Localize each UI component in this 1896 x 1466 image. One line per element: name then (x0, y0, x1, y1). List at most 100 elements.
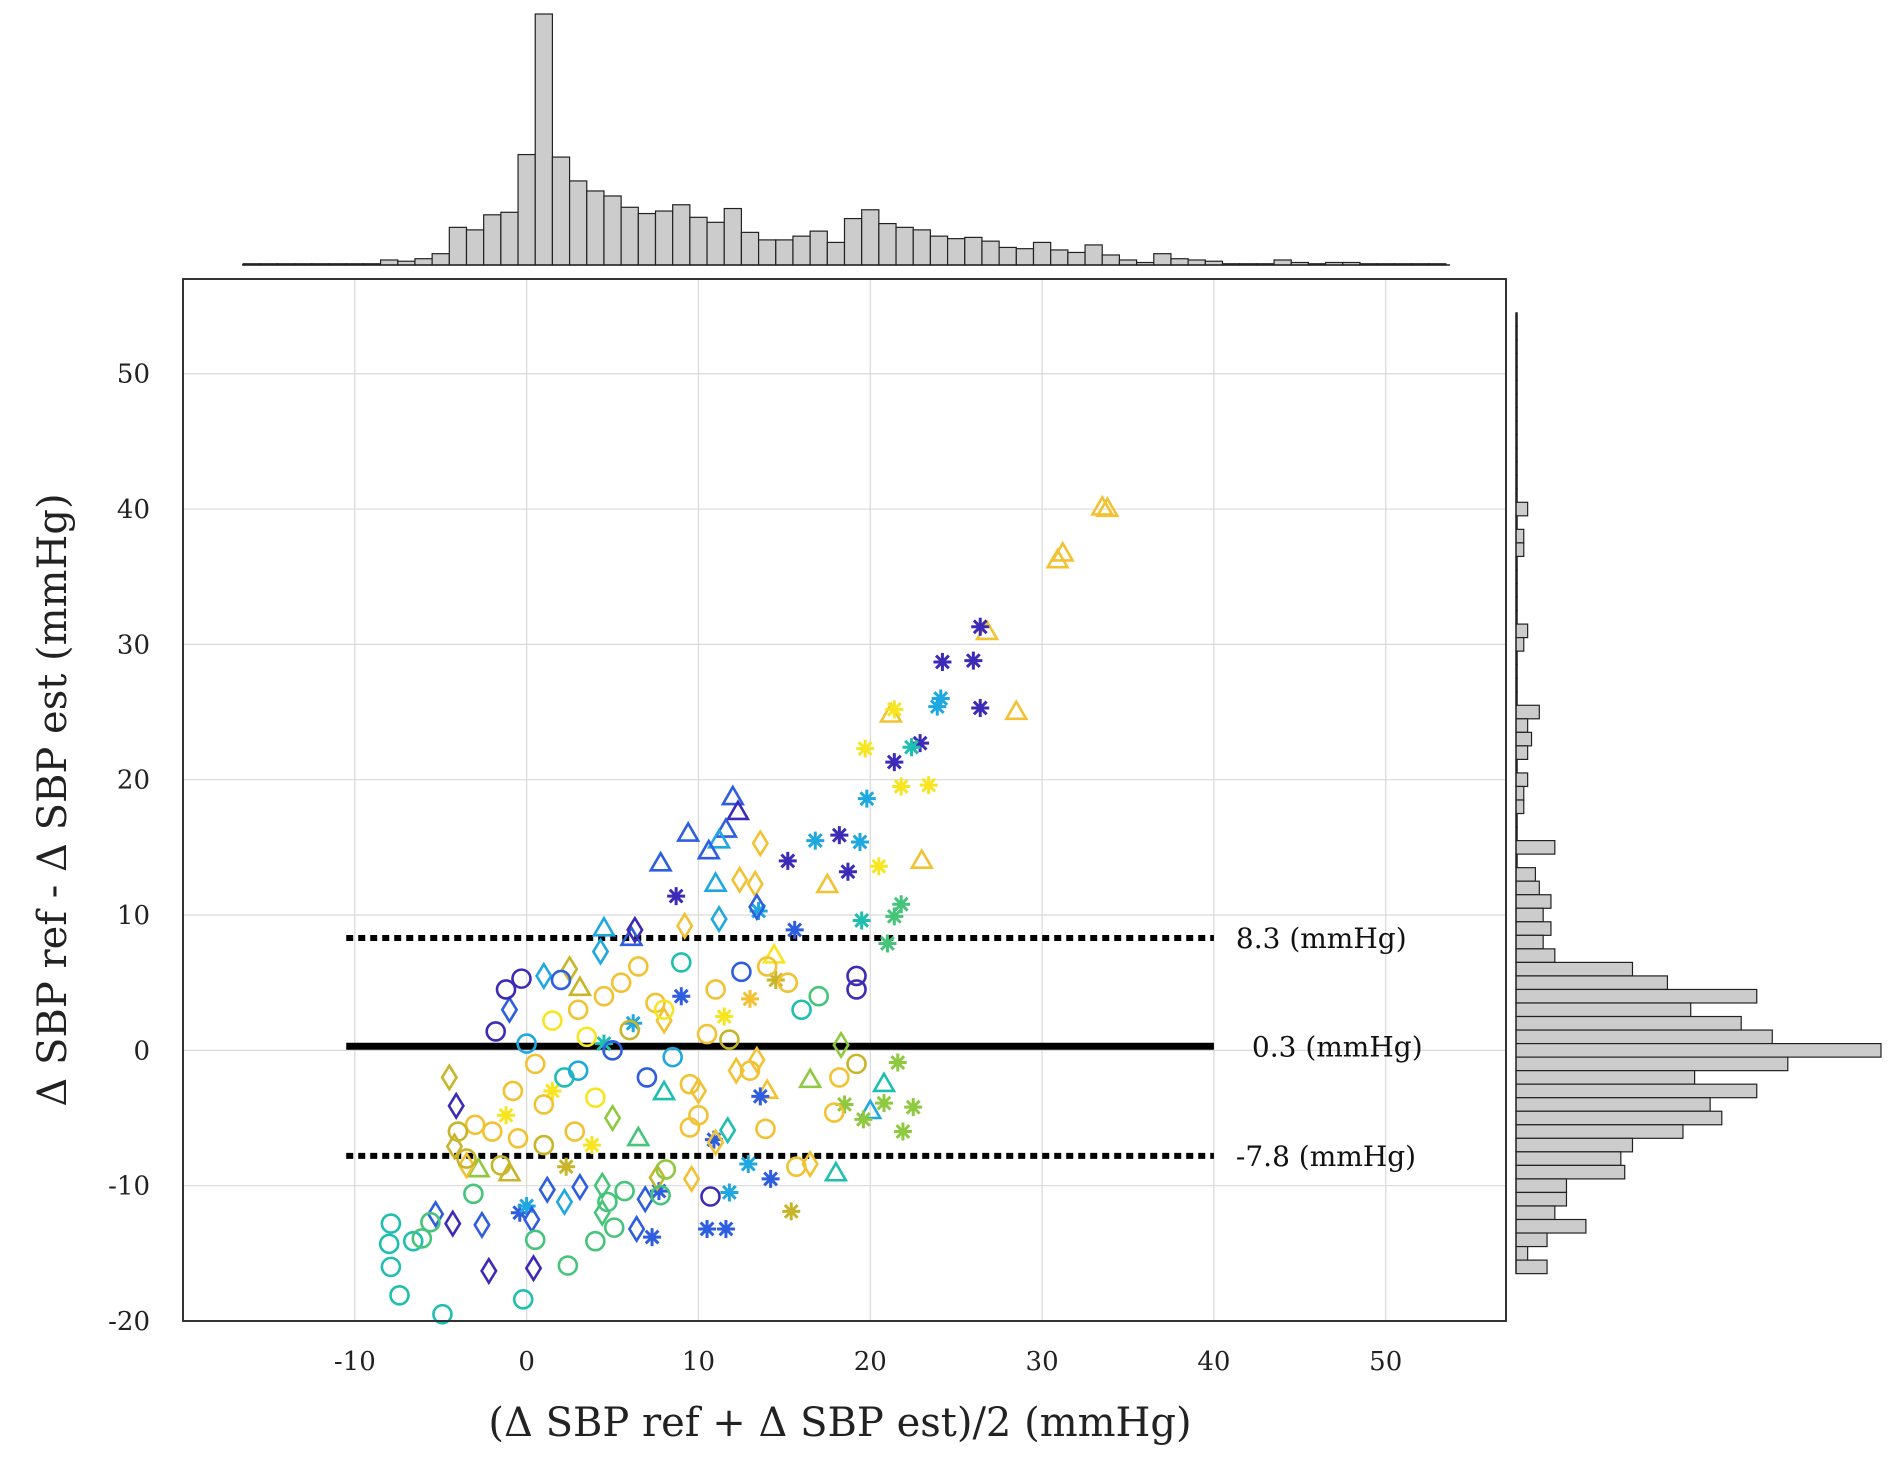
scatter-points (378, 494, 1120, 1325)
diamond-point (445, 1132, 464, 1161)
circle-point (533, 1134, 555, 1156)
asterisk-point (517, 1196, 536, 1215)
circle-point (755, 1118, 776, 1140)
diamond-point (524, 1254, 543, 1283)
circle-point (557, 1255, 579, 1276)
asterisk-point (892, 895, 911, 914)
triangle-point (871, 1071, 897, 1093)
asterisk-point (885, 700, 904, 719)
circle-point (389, 1284, 410, 1306)
right-histogram-bar (1515, 1191, 1568, 1207)
top-histogram-bar (1187, 259, 1206, 266)
x-tick-label: -10 (334, 1347, 376, 1377)
top-histogram-bar (517, 153, 536, 266)
top-histogram-bar (861, 209, 880, 266)
asterisk-point (739, 1155, 758, 1174)
asterisk-point (557, 1157, 576, 1176)
top-histogram (242, 13, 1450, 266)
triangle-point (815, 872, 840, 894)
top-histogram-bar (500, 211, 519, 266)
diamond-point (648, 1163, 666, 1192)
bias-label: 0.3 (mmHg) (1252, 1030, 1423, 1063)
circle-point (502, 1080, 524, 1102)
triangle-point (713, 816, 739, 838)
x-tick-label: 0 (518, 1347, 535, 1377)
right-histogram-bar (1515, 718, 1529, 733)
circle-point (719, 1029, 740, 1050)
right-histogram-bar (1515, 785, 1525, 801)
circle-point (739, 1060, 761, 1081)
right-histogram-bar (1515, 731, 1533, 747)
circle-point (378, 1233, 400, 1255)
right-histogram-bar (1515, 1218, 1587, 1234)
asterisk-point (594, 1034, 613, 1053)
right-histogram-bar (1515, 1042, 1882, 1058)
diamond-point (593, 1198, 611, 1227)
right-histogram-bar (1515, 501, 1529, 517)
diamond-point (675, 911, 694, 941)
triangle-point (823, 1160, 849, 1182)
top-histogram-bar (912, 229, 932, 266)
circle-point (846, 979, 867, 1000)
top-histogram-bar (1050, 249, 1069, 266)
y-tick-label: 30 (117, 630, 150, 660)
triangle-point (675, 820, 701, 842)
circle-point (567, 1060, 589, 1081)
top-histogram-bar (1170, 258, 1189, 266)
top-histogram-bar (895, 226, 914, 266)
diamond-point (748, 892, 766, 922)
right-histogram-bar (1515, 1137, 1634, 1153)
circle-point (662, 1046, 683, 1068)
right-histogram-bar (1515, 623, 1529, 639)
top-histogram-bar (1153, 253, 1172, 266)
right-histogram-bar (1515, 1205, 1556, 1221)
circle-point (533, 1094, 555, 1115)
diamond-point (636, 1185, 654, 1214)
diamond-point (706, 1128, 725, 1157)
top-histogram-bar (998, 246, 1017, 266)
asterisk-point (716, 1219, 735, 1238)
diamond-point (689, 1076, 708, 1106)
right-histogram-bar (1515, 975, 1669, 991)
right-histogram-bar (1515, 948, 1556, 963)
diamond-point (591, 937, 610, 966)
diamond-point (801, 1149, 819, 1179)
circle-point (808, 985, 830, 1007)
circle-point (679, 1073, 701, 1095)
right-histogram-bar (1515, 1015, 1742, 1031)
top-histogram-bar (1067, 251, 1086, 266)
asterisk-point (856, 739, 875, 758)
circle-point (846, 965, 867, 987)
circle-point (380, 1213, 402, 1234)
asterisk-point (928, 697, 947, 716)
asterisk-point (830, 826, 849, 845)
asterisk-point (715, 1007, 734, 1026)
triangle-point (1045, 547, 1070, 569)
top-histogram-bar (740, 231, 760, 266)
diamond-point (444, 1209, 462, 1238)
right-histogram-bar (1515, 880, 1540, 896)
y-tick-label: -20 (108, 1307, 150, 1337)
x-tick-label: 50 (1369, 1347, 1402, 1377)
top-histogram-bar (551, 156, 571, 266)
diamond-point (748, 1045, 766, 1075)
y-tick-label: 50 (117, 360, 150, 390)
right-histogram-bar (1515, 907, 1544, 923)
top-histogram-bar (723, 207, 743, 266)
top-histogram-bar (1015, 248, 1035, 266)
asterisk-point (582, 1136, 601, 1155)
asterisk-point (624, 1014, 643, 1033)
asterisk-point (672, 987, 691, 1006)
x-tick-label: 30 (1026, 1347, 1059, 1377)
asterisk-point (919, 776, 938, 795)
circle-point (614, 1180, 635, 1202)
triangle-point (591, 915, 617, 937)
asterisk-point (761, 1169, 780, 1188)
diamond-point (555, 1187, 574, 1217)
asterisk-point (543, 1081, 562, 1100)
triangle-point (567, 975, 593, 997)
asterisk-point (649, 1182, 668, 1201)
circle-point (619, 1019, 641, 1041)
circle-point (380, 1256, 402, 1278)
